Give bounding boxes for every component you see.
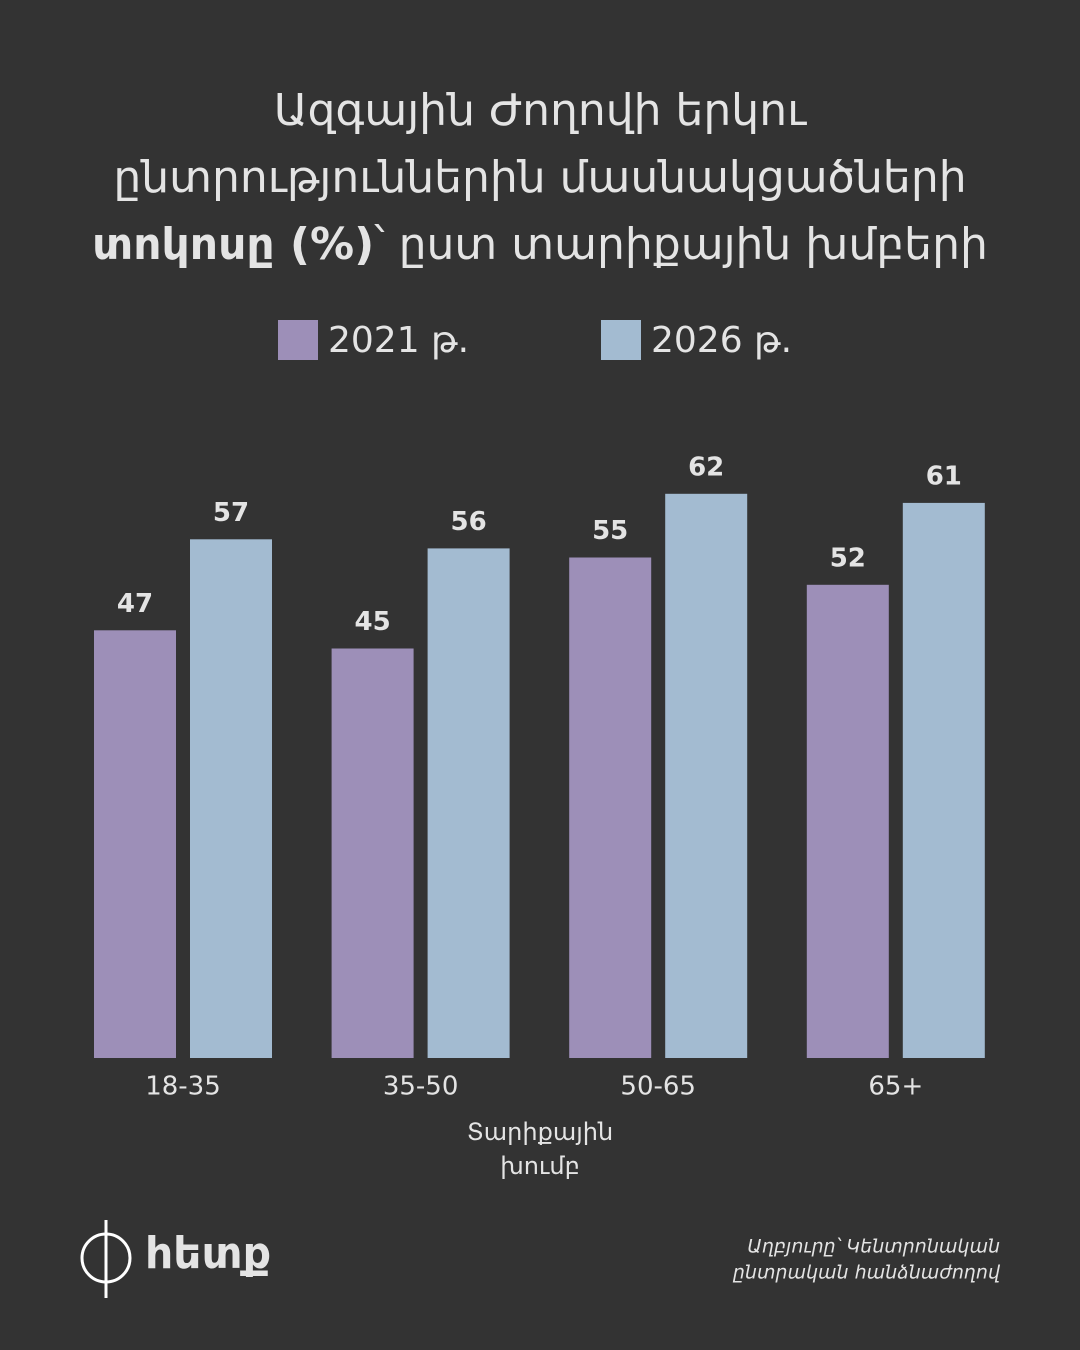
data-label: 61 bbox=[926, 461, 962, 491]
data-label: 56 bbox=[451, 507, 487, 537]
bar bbox=[190, 539, 272, 1058]
bar bbox=[902, 502, 985, 1058]
data-label: 57 bbox=[213, 498, 249, 528]
legend-label: 2021 թ. bbox=[328, 320, 469, 361]
data-label: 52 bbox=[830, 543, 866, 573]
legend-swatch bbox=[601, 320, 641, 360]
x-tick-label: 50-65 bbox=[620, 1072, 696, 1102]
chart-title-end: ՝ ըստ տարիքային խմբերի bbox=[373, 219, 988, 270]
x-tick-label: 35-50 bbox=[383, 1072, 459, 1102]
chart-title: Ազգային Ժողովի երկու bbox=[274, 85, 807, 136]
bar bbox=[665, 493, 748, 1058]
chart-title: ընտրություններին մասնակցածների bbox=[113, 152, 966, 203]
data-label: 55 bbox=[592, 516, 628, 546]
data-label: 47 bbox=[117, 589, 153, 619]
bar bbox=[331, 648, 414, 1058]
bar bbox=[94, 630, 176, 1058]
logo: հետք bbox=[80, 1220, 271, 1298]
x-axis-label: խումբ bbox=[500, 1152, 580, 1180]
chart-title: տոկոսը (%)՝ ըստ տարիքային խմբերի bbox=[92, 219, 988, 270]
bar bbox=[427, 548, 510, 1058]
logo-text: հետք bbox=[145, 1228, 271, 1279]
x-tick-label: 18-35 bbox=[145, 1072, 221, 1102]
bar bbox=[806, 584, 889, 1058]
legend-swatch bbox=[278, 320, 318, 360]
x-tick-label: 65+ bbox=[868, 1072, 923, 1102]
x-axis-label: Տարիքային bbox=[467, 1118, 613, 1146]
data-label: 45 bbox=[355, 607, 391, 637]
chart-title-bold: տոկոսը (%) bbox=[92, 219, 374, 270]
source: Աղբյուրը՝ Կենտրոնական bbox=[747, 1236, 1000, 1258]
legend-label: 2026 թ. bbox=[651, 320, 792, 361]
source: ընտրական հանձնաժողով bbox=[732, 1262, 1001, 1284]
data-label: 62 bbox=[688, 452, 724, 482]
bar bbox=[569, 557, 652, 1058]
